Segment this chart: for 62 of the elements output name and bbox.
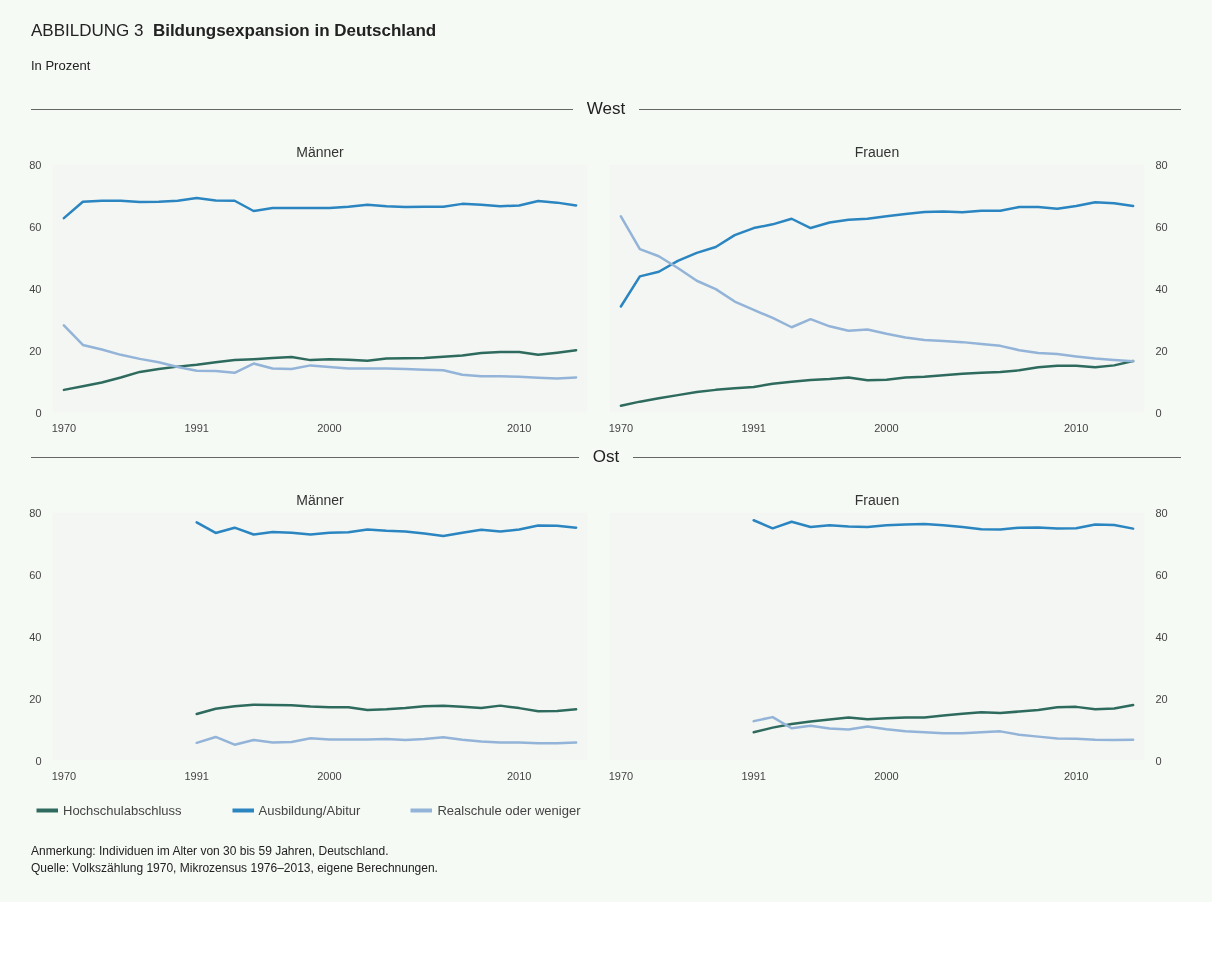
- line-series: [619, 215, 1135, 363]
- x-tick-label: 1970: [51, 421, 77, 434]
- x-tick-label: 1970: [51, 769, 77, 782]
- line-series: [752, 715, 1135, 742]
- x-tick-label: 2010: [506, 421, 532, 434]
- y-tick-label: 20: [1155, 692, 1168, 705]
- x-tick-label: 1991: [184, 769, 209, 782]
- y-tick-label: 0: [1155, 754, 1162, 767]
- y-tick-label: 60: [1155, 568, 1168, 581]
- x-tick-label: 2000: [317, 421, 342, 434]
- x-tick-label: 2010: [506, 769, 532, 782]
- chart-subtitle: West: [585, 98, 627, 120]
- text: ABBILDUNG 3: [31, 21, 144, 40]
- line-series: [62, 324, 578, 380]
- chart-title: Frauen: [854, 143, 900, 160]
- text: Bildungsexpansion in Deutschland: [152, 21, 437, 40]
- line-series: [62, 196, 578, 220]
- x-tick-label: 2000: [317, 769, 342, 782]
- text: Anmerkung: Individuen im Alter von 30 bis 59 Jahren, Deutschland.: [31, 843, 390, 860]
- line-series: [195, 735, 578, 746]
- chart-subtitle: Ost: [591, 446, 621, 468]
- y-tick-label: 60: [1155, 220, 1168, 233]
- y-tick-label: 40: [1155, 630, 1168, 643]
- x-tick-label: 2010: [1063, 769, 1089, 782]
- y-tick-label: 60: [29, 220, 42, 233]
- line-series: [62, 348, 578, 392]
- x-tick-label: 2000: [874, 769, 899, 782]
- x-tick-label: 1991: [184, 421, 209, 434]
- line-series: [195, 703, 578, 716]
- y-axis-title: In Prozent: [31, 57, 92, 76]
- line-series: [619, 201, 1135, 308]
- y-tick-label: 80: [29, 158, 42, 171]
- y-tick-label: 40: [29, 630, 42, 643]
- y-tick-label: 40: [29, 282, 42, 295]
- x-tick-label: 2010: [1063, 421, 1089, 434]
- y-tick-label: 20: [29, 692, 42, 705]
- x-tick-label: 2000: [874, 421, 899, 434]
- chart-title: Männer: [296, 491, 345, 508]
- line-series: [752, 703, 1135, 734]
- y-tick-label: 0: [1155, 406, 1162, 419]
- legend-label: Hochschulabschluss: [63, 802, 182, 818]
- y-tick-label: 40: [1155, 282, 1168, 295]
- legend-label: Realschule oder weniger: [437, 802, 581, 818]
- y-tick-label: 60: [29, 568, 42, 581]
- y-tick-label: 20: [29, 344, 42, 357]
- x-tick-label: 1970: [608, 769, 634, 782]
- y-tick-label: 0: [35, 406, 42, 419]
- y-tick-label: 80: [1155, 506, 1168, 519]
- chart-title: Frauen: [854, 491, 900, 508]
- x-tick-label: 1991: [741, 769, 766, 782]
- line-series: [752, 519, 1135, 531]
- chart-title: Männer: [296, 143, 345, 160]
- legend-label: Ausbildung/Abitur: [258, 802, 361, 818]
- y-tick-label: 80: [1155, 158, 1168, 171]
- x-tick-label: 1970: [608, 421, 634, 434]
- y-tick-label: 80: [29, 506, 42, 519]
- line-series: [195, 521, 578, 538]
- x-tick-label: 1991: [741, 421, 766, 434]
- y-tick-label: 20: [1155, 344, 1168, 357]
- y-tick-label: 0: [35, 754, 42, 767]
- line-series: [619, 359, 1135, 407]
- source-note: Quelle: Volkszählung 1970, Mikrozensus 1976–2013, eigene Berechnungen.: [31, 859, 438, 877]
